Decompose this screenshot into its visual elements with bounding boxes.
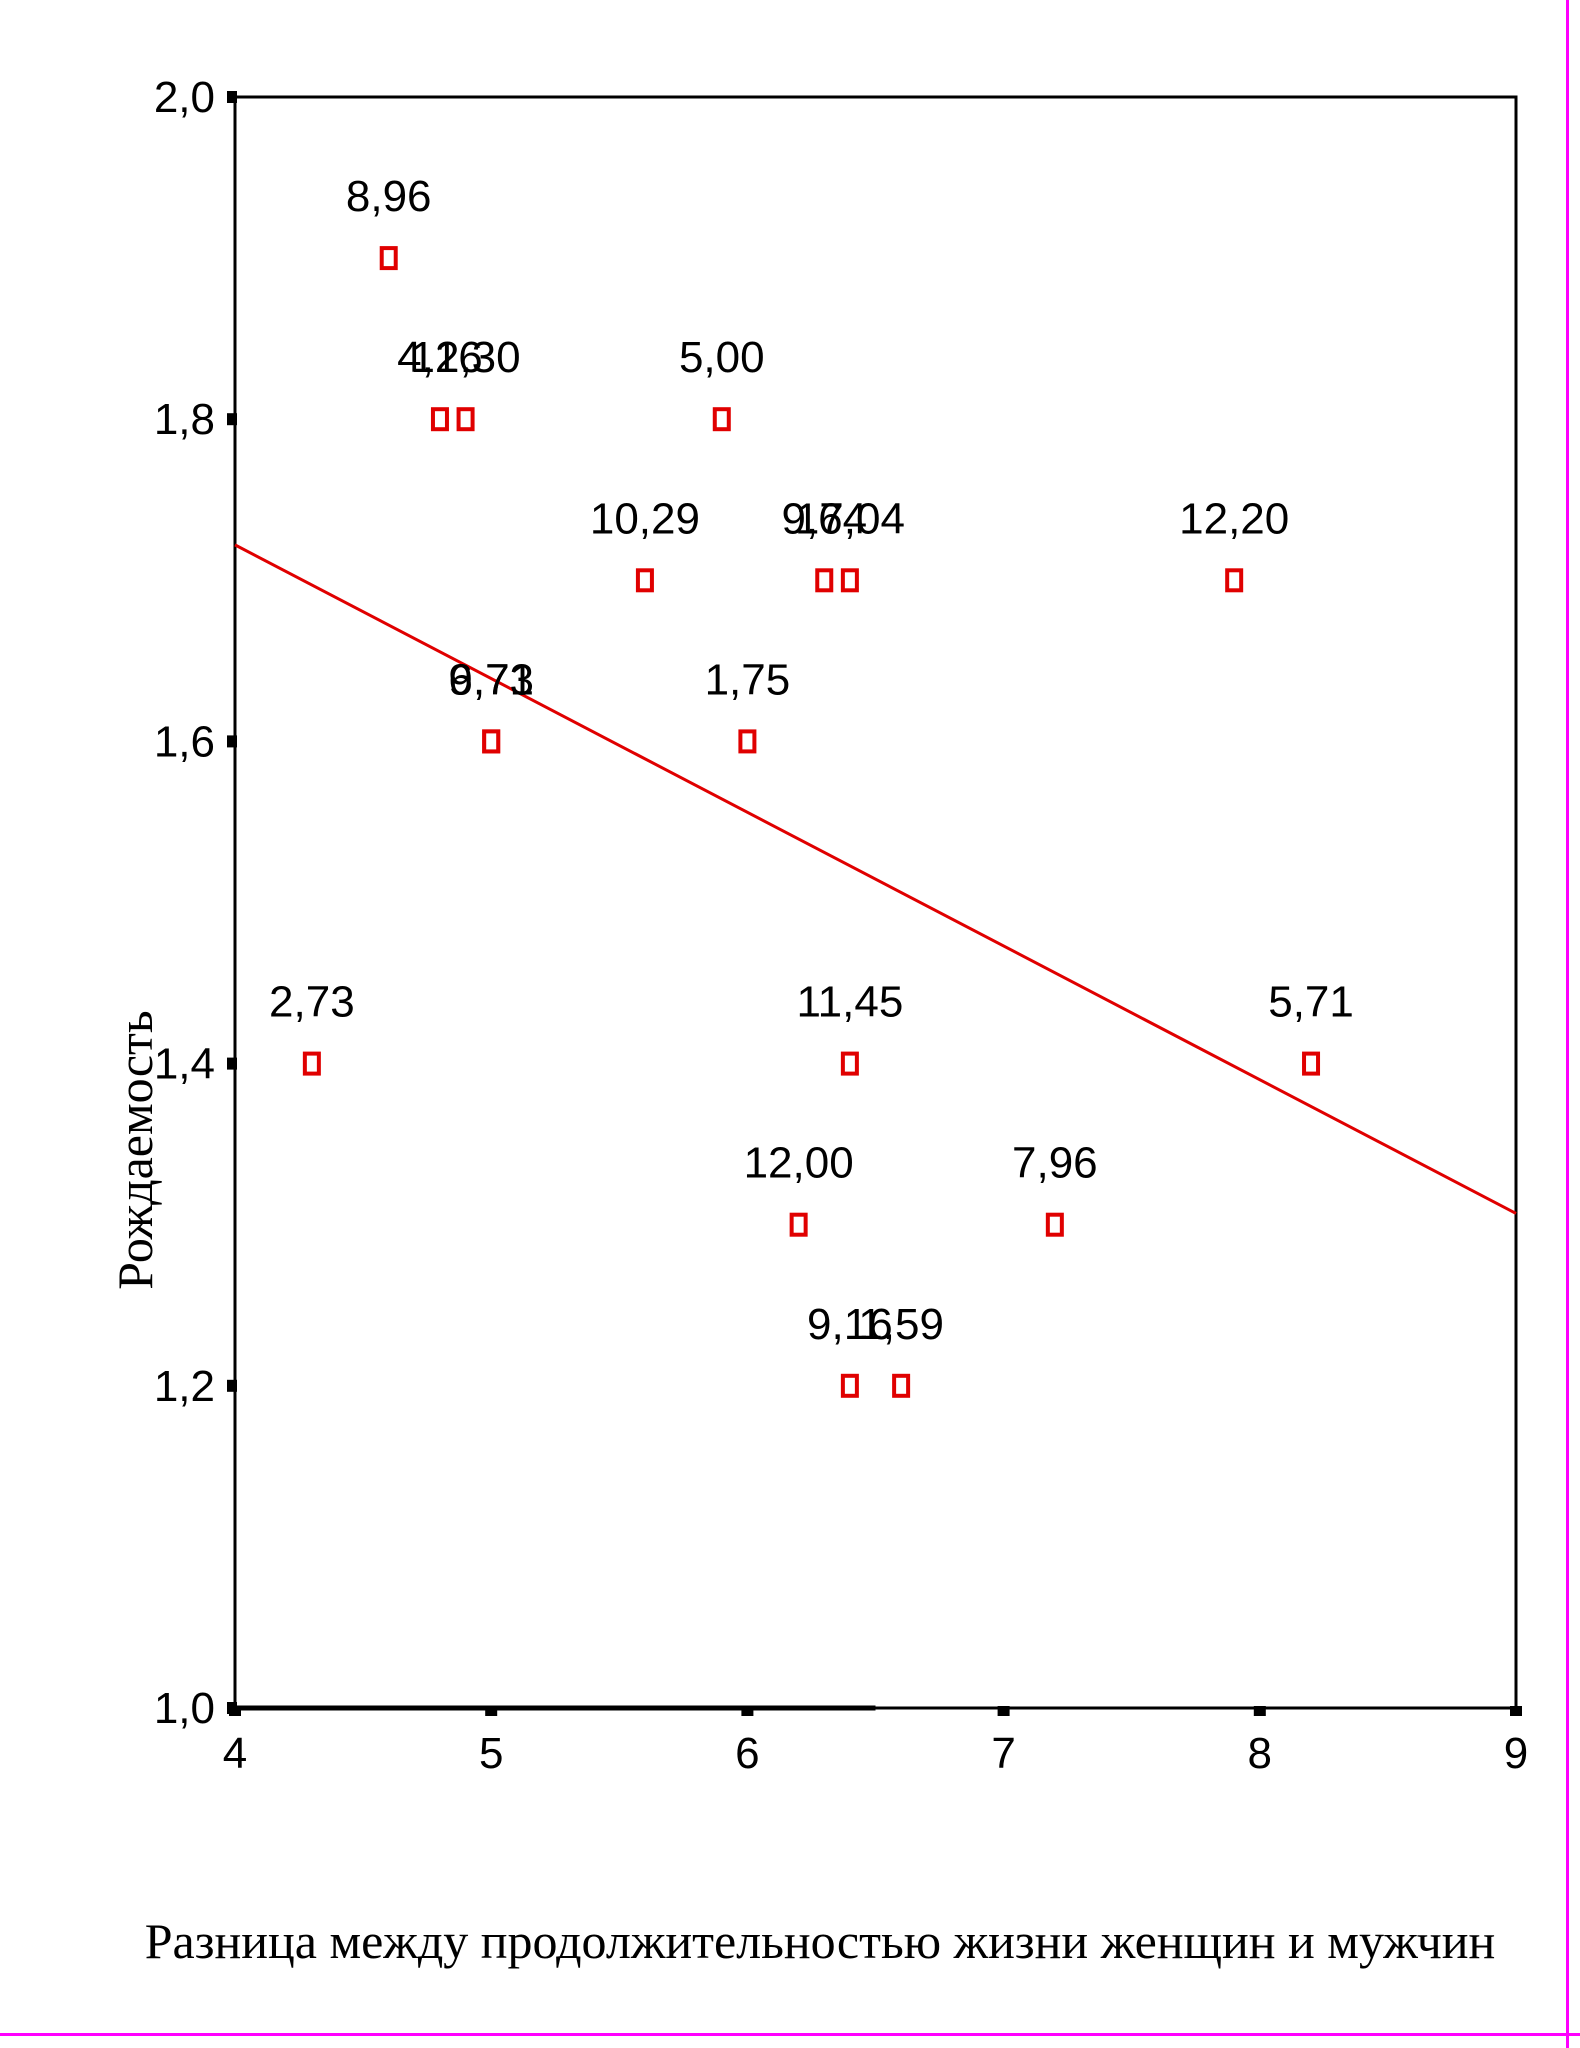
y-tick-mark xyxy=(227,91,237,103)
data-point-label: 2,73 xyxy=(269,978,355,1027)
x-tick-label: 9 xyxy=(1504,1729,1528,1778)
data-point xyxy=(1045,1212,1064,1237)
x-tick-mark xyxy=(741,1706,754,1716)
y-tick-label: 1,8 xyxy=(154,395,215,444)
y-tick-mark xyxy=(227,735,237,748)
data-point xyxy=(456,407,475,432)
y-tick-label: 1,0 xyxy=(154,1684,215,1733)
y-tick-label: 1,2 xyxy=(154,1362,215,1411)
y-tick-label: 2,0 xyxy=(154,73,215,122)
y-axis-ticks: 1,0 1,2 1,4 1,6 1,8 2,0 xyxy=(154,73,237,1733)
data-point xyxy=(482,729,501,754)
data-point-label: 6,71 xyxy=(448,655,534,704)
data-point-label: 9,73 xyxy=(448,655,534,704)
data-point xyxy=(840,568,859,593)
x-tick-mark xyxy=(997,1706,1010,1716)
data-point-label: 12,20 xyxy=(1179,494,1289,543)
data-point xyxy=(738,729,757,754)
y-tick-mark xyxy=(227,1057,237,1070)
data-points xyxy=(302,246,1321,1398)
data-point xyxy=(840,1051,859,1076)
data-point-label: 5,71 xyxy=(1268,978,1354,1027)
data-point-label: 8,96 xyxy=(346,172,432,221)
data-point-label: 9,16 xyxy=(807,1300,893,1349)
y-tick-mark xyxy=(227,413,237,426)
data-point-label: 9,64 xyxy=(781,494,867,543)
data-point-label: 7,96 xyxy=(1012,1139,1098,1188)
data-point-label: 10,29 xyxy=(590,494,700,543)
x-axis-ticks: 4 5 6 7 8 9 xyxy=(223,1706,1528,1778)
plot-area xyxy=(233,95,1518,1711)
regression-line xyxy=(234,543,1517,1215)
data-point xyxy=(712,407,731,432)
x-tick-label: 7 xyxy=(991,1729,1015,1778)
data-point-label: 4,16 xyxy=(397,333,483,382)
data-point xyxy=(635,568,654,593)
data-point xyxy=(1302,1051,1321,1076)
data-point-label: 12,30 xyxy=(411,333,521,382)
y-tick-label: 1,6 xyxy=(154,717,215,766)
data-point xyxy=(379,246,398,271)
page-frame-right-border xyxy=(1566,0,1569,2048)
data-point-label: 11,45 xyxy=(796,978,903,1027)
data-point xyxy=(840,1373,859,1398)
y-tick-label: 1,4 xyxy=(154,1040,215,1089)
data-point xyxy=(892,1373,911,1398)
x-tick-label: 6 xyxy=(735,1729,759,1778)
y-axis-title: Рождаемость xyxy=(107,1010,163,1289)
data-point-label: 1,75 xyxy=(705,655,791,704)
x-tick-mark xyxy=(485,1706,498,1716)
data-point xyxy=(1225,568,1244,593)
x-tick-label: 8 xyxy=(1248,1729,1272,1778)
x-tick-label: 5 xyxy=(479,1729,503,1778)
x-tick-label: 4 xyxy=(223,1729,247,1778)
data-point xyxy=(815,568,834,593)
trendline-layer xyxy=(234,543,1517,1215)
data-point xyxy=(302,1051,321,1076)
data-point-label: 5,00 xyxy=(679,333,765,382)
y-tick-mark xyxy=(227,1379,237,1392)
page-frame-bottom-border xyxy=(0,2033,1580,2036)
data-point-label: 12,00 xyxy=(744,1139,854,1188)
x-axis-title: Разница между продолжительностью жизни ж… xyxy=(145,1913,1496,1969)
x-tick-mark xyxy=(1253,1706,1266,1716)
data-point xyxy=(789,1212,808,1237)
x-tick-mark xyxy=(229,1706,241,1716)
data-point xyxy=(430,407,449,432)
data-point-label: 17,04 xyxy=(795,494,905,543)
data-point-label: 1,59 xyxy=(858,1300,944,1349)
x-tick-mark xyxy=(1510,1706,1522,1716)
